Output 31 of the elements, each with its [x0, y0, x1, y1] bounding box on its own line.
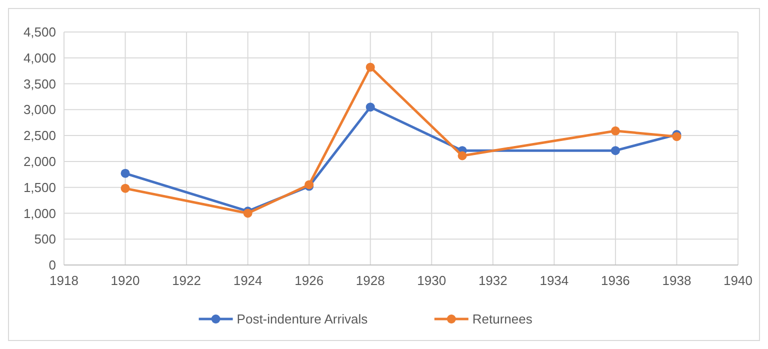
- y-tick-label: 2,000: [23, 154, 56, 169]
- x-tick-label: 1926: [294, 273, 324, 288]
- legend-label: Post-indenture Arrivals: [236, 312, 368, 327]
- legend-label: Returnees: [472, 312, 533, 327]
- y-tick-label: 4,000: [23, 50, 56, 66]
- point: [366, 102, 375, 112]
- y-tick-label: 500: [34, 232, 56, 247]
- y-tick-label: 4,500: [23, 24, 56, 40]
- y-tick-label: 3,000: [23, 102, 56, 118]
- y-tick-label: 3,500: [23, 76, 56, 92]
- x-tick-label: 1918: [50, 273, 78, 288]
- x-tick-label: 1936: [600, 273, 630, 288]
- point: [610, 126, 620, 136]
- x-tick-label: 1934: [540, 273, 569, 288]
- x-tick-label: 1922: [172, 273, 202, 288]
- point: [366, 62, 375, 72]
- y-tick-label: 1,500: [23, 180, 56, 195]
- x-tick-label: 1930: [417, 273, 446, 288]
- y-tick-label: 2,500: [23, 128, 56, 144]
- x-tick-label: 1924: [233, 273, 262, 288]
- x-tick-label: 1938: [662, 273, 692, 288]
- x-tick-label: 1932: [478, 273, 508, 288]
- x-tick-label: 1920: [110, 273, 140, 288]
- point: [458, 151, 467, 160]
- point: [610, 146, 620, 156]
- y-tick-label: 1,000: [23, 206, 56, 221]
- y-tick-label: 0: [48, 258, 56, 273]
- x-tick-label: 1928: [356, 273, 385, 288]
- point: [120, 168, 130, 178]
- x-tick-label: 1940: [724, 273, 752, 288]
- point: [120, 184, 130, 193]
